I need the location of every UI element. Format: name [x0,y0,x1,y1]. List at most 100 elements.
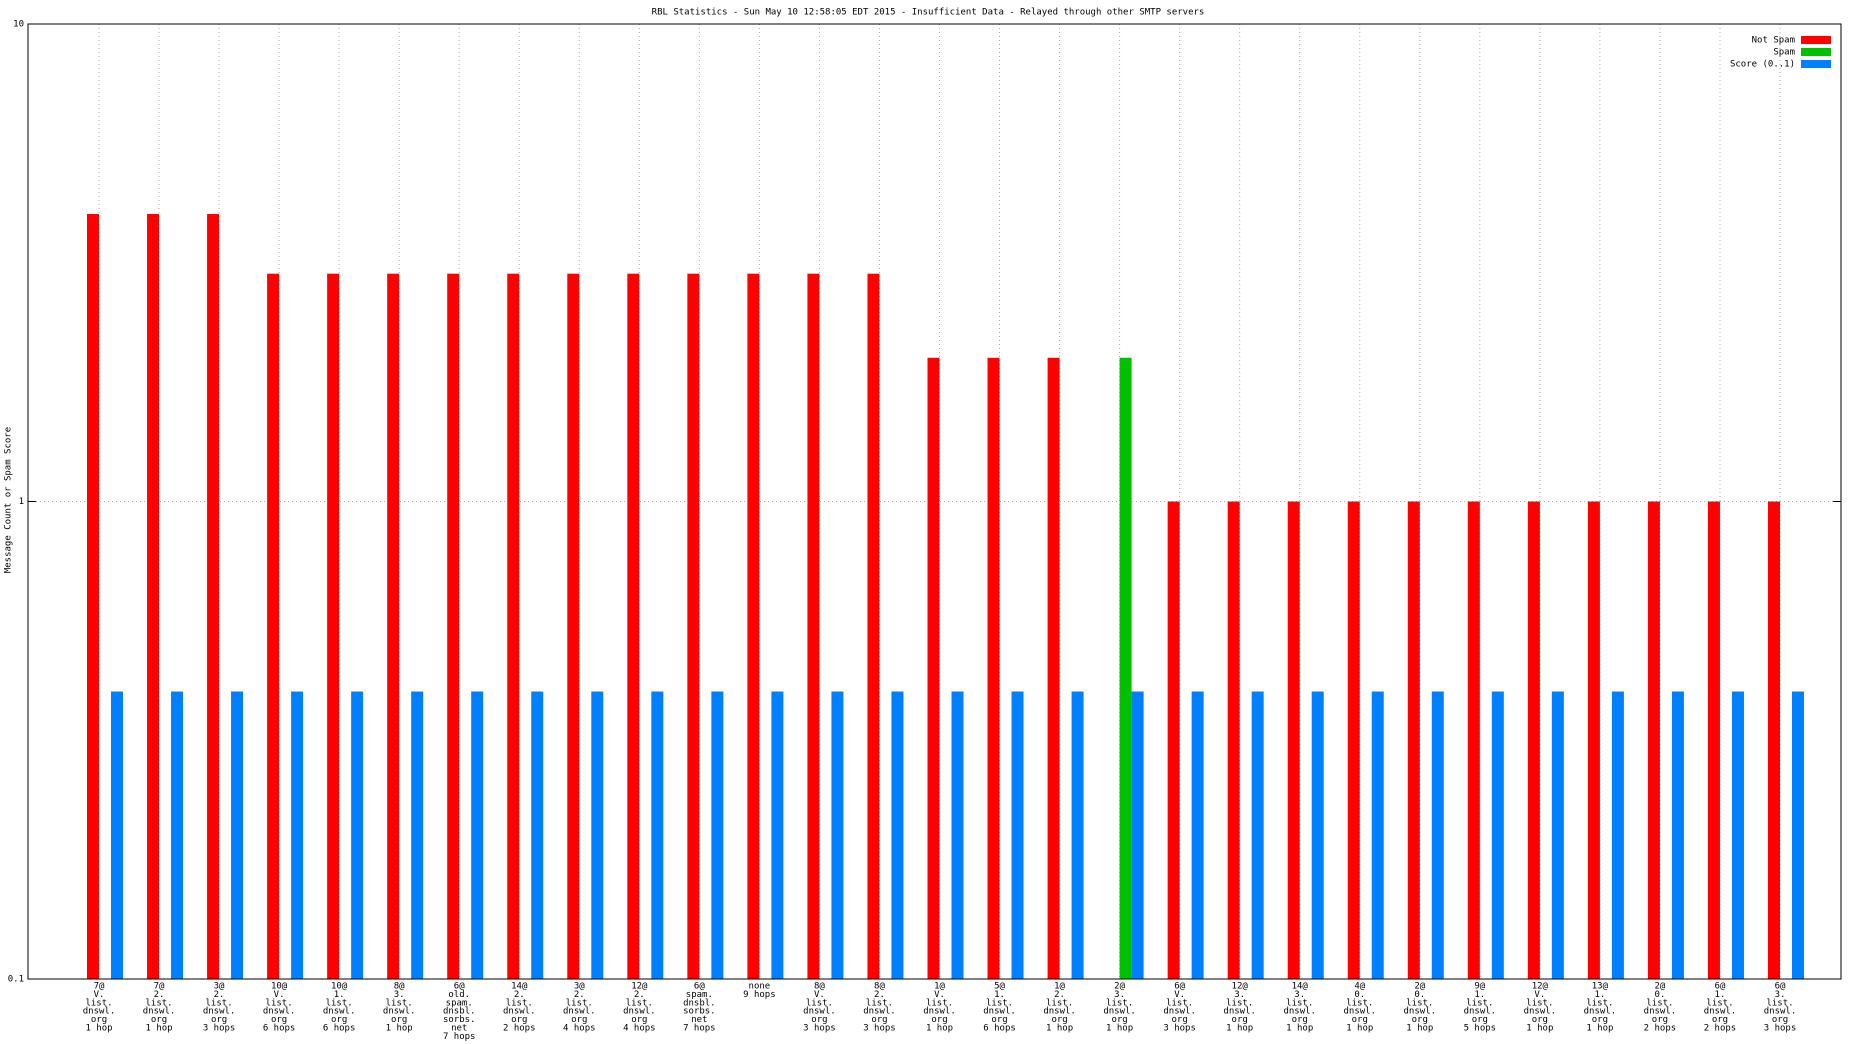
x-tick-label: 6@ [1775,982,1786,992]
x-tick-label: 2 hops [503,1024,536,1034]
x-tick-label: V. [1534,990,1545,1000]
x-tick-label: spam. [446,998,473,1008]
x-tick-label: org [1472,1015,1488,1025]
bar [327,273,340,980]
bar [1311,691,1324,979]
bar [447,273,460,980]
bar [1467,501,1480,979]
x-tick-label: dnsbl. [683,998,716,1008]
bar [747,273,760,980]
x-tick-label: 12@ [1532,982,1549,992]
x-tick-label: 8@ [394,982,405,992]
bar [1191,691,1204,979]
x-tick-label: list. [145,998,172,1008]
x-tick-label: list. [266,998,293,1008]
x-tick-label: dnswl. [803,1007,836,1017]
x-tick-label: org [871,1015,887,1025]
x-tick-label: org [631,1015,647,1025]
chart-title: RBL Statistics - Sun May 10 12:58:05 EDT… [652,8,1205,18]
x-tick-label: 4 hops [623,1024,656,1034]
x-tick-label: old. [448,990,470,1000]
x-tick-label: dnswl. [1404,1007,1437,1017]
bar [591,691,604,979]
x-tick-label: 3@ [574,982,585,992]
x-tick-label: list. [1106,998,1133,1008]
x-tick-label: dnswl. [1043,1007,1076,1017]
x-tick-label: list. [1766,998,1793,1008]
x-tick-label: 3. [1775,990,1786,1000]
x-tick-label: org [1712,1015,1728,1025]
bar [147,214,160,979]
x-tick-label: 9 hops [743,990,776,1000]
bar [1119,357,1132,979]
x-tick-label: 10@ [331,982,348,992]
legend-label: Not Spam [1752,36,1795,46]
x-tick-label: dnswl. [1764,1007,1797,1017]
x-tick-label: 1 hop [926,1024,953,1034]
x-tick-label: list. [1406,998,1433,1008]
bar [627,273,640,980]
x-tick-label: 14@ [511,982,528,992]
bar [1287,501,1300,979]
bar [1527,501,1540,979]
bar [951,691,964,979]
x-tick-label: list. [626,998,653,1008]
y-tick-label: 0.1 [8,975,24,985]
x-tick-label: list. [926,998,953,1008]
x-tick-label: list. [566,998,593,1008]
x-tick-label: 9@ [1474,982,1485,992]
legend-swatch [1801,60,1831,68]
x-tick-label: 3. [1294,990,1305,1000]
x-tick-label: dnswl. [383,1007,416,1017]
bar [1371,691,1384,979]
bar [1047,357,1060,979]
bar [867,273,880,980]
bar [1792,691,1804,979]
bar [891,691,904,979]
x-tick-label: 3. [394,990,405,1000]
y-tick-label: 1 [19,497,24,507]
bar [471,691,484,979]
x-tick-label: 4 hops [563,1024,596,1034]
x-tick-label: list. [206,998,233,1008]
x-tick-label: spam. [686,990,713,1000]
bar [507,273,520,980]
bar [567,273,580,980]
x-tick-label: org [331,1015,347,1025]
x-tick-label: V. [814,990,825,1000]
x-tick-label: sorbs. [443,1015,476,1025]
x-tick-label: 2@ [1414,982,1425,992]
x-tick-label: dnswl. [143,1007,176,1017]
x-tick-label: 1 hop [1346,1024,1373,1034]
bar [1407,501,1420,979]
x-tick-label: net [691,1015,707,1025]
x-tick-label: 2. [634,990,645,1000]
x-tick-label: org [91,1015,107,1025]
bar [771,691,784,979]
x-tick-label: 7@ [94,982,105,992]
x-tick-label: 8@ [874,982,885,992]
x-tick-label: dnswl. [1163,1007,1196,1017]
x-tick-label: dnswl. [263,1007,296,1017]
x-tick-label: 1 hop [1286,1024,1313,1034]
x-tick-label: 2. [1054,990,1065,1000]
x-tick-label: list. [1226,998,1253,1008]
x-tick-label: 12@ [1232,982,1249,992]
x-tick-label: 1. [1474,990,1485,1000]
bar [207,214,220,979]
x-tick-label: list. [1586,998,1613,1008]
x-tick-label: dnswl. [1223,1007,1256,1017]
x-tick-label: dnswl. [83,1007,116,1017]
x-tick-label: dnsbl. [443,1007,476,1017]
legend-label: Score (0..1) [1730,60,1795,70]
x-tick-label: 0. [1414,990,1425,1000]
x-tick-label: 1@ [934,982,945,992]
x-tick-label: 1. [334,990,345,1000]
bar [1671,691,1684,979]
bar [87,214,99,979]
bar [1011,691,1024,979]
x-tick-label: V. [1174,990,1185,1000]
bar [351,691,364,979]
bar [1731,691,1744,979]
x-tick-label: org [1772,1015,1788,1025]
